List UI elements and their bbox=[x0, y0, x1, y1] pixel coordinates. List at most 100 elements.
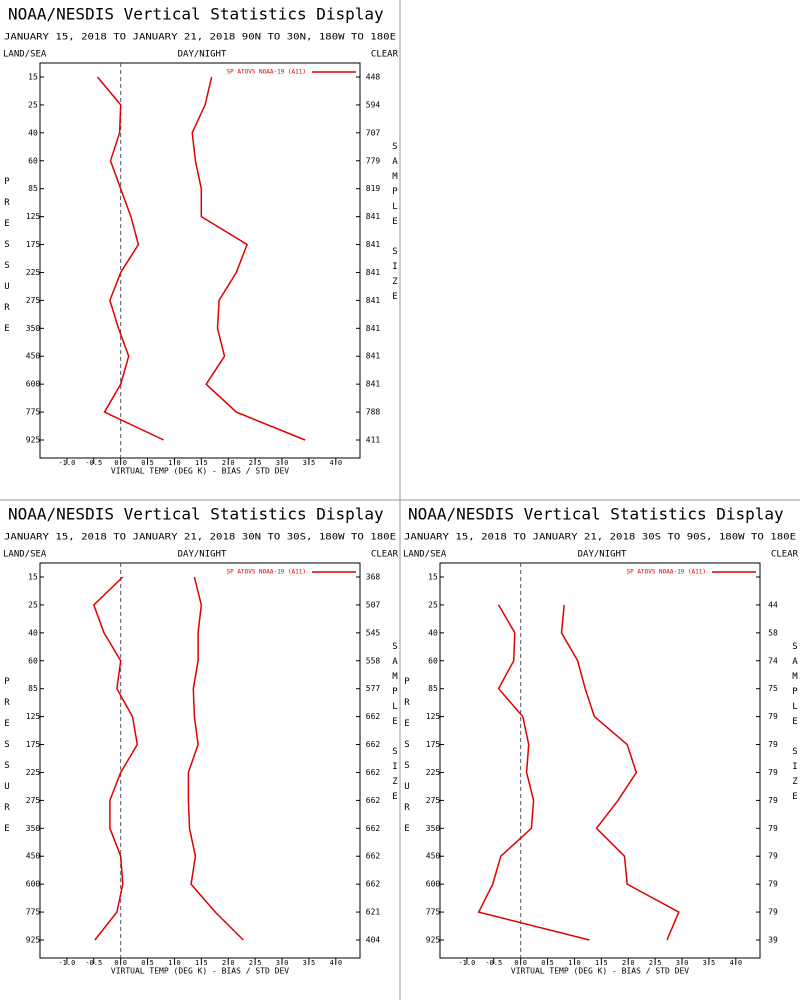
chart-title: NOAA/NESDIS Vertical Statistics Display bbox=[8, 5, 384, 24]
panel: NOAA/NESDIS Vertical Statistics Display J… bbox=[3, 5, 399, 476]
label: CLEAR bbox=[371, 550, 399, 560]
x-tick-label: 1.5 bbox=[195, 959, 208, 967]
y-tick-label: 85 bbox=[428, 684, 438, 693]
y-tick-label: 275 bbox=[426, 796, 441, 805]
y-tick-label: 450 bbox=[426, 852, 441, 861]
y-tick-label: 60 bbox=[28, 156, 38, 165]
x-tick-label: 1.0 bbox=[168, 459, 181, 467]
x-tick-label: 4.0 bbox=[729, 959, 742, 967]
y-tick-label: 450 bbox=[26, 352, 41, 361]
y-tick-label: 350 bbox=[26, 824, 41, 833]
sample-size: 79 bbox=[768, 908, 778, 917]
x-tick-label: 2.5 bbox=[249, 959, 262, 967]
sample-size: 58 bbox=[768, 628, 778, 637]
label: DAY/NIGHT bbox=[178, 50, 227, 60]
sample-size: 788 bbox=[366, 408, 381, 417]
sample-size: 819 bbox=[366, 184, 381, 193]
x-tick-label: 2.5 bbox=[249, 459, 262, 467]
sample-size: 779 bbox=[366, 156, 381, 165]
x-tick-label: 1.5 bbox=[595, 959, 608, 967]
sample-size: 841 bbox=[366, 268, 381, 277]
y-tick-label: 25 bbox=[28, 600, 38, 609]
bias-line bbox=[92, 576, 139, 941]
sample-size: 404 bbox=[366, 936, 381, 945]
label: CLEAR bbox=[771, 550, 799, 560]
x-tick-label: 0.0 bbox=[114, 459, 127, 467]
x-tick-label: 0.5 bbox=[141, 459, 154, 467]
y-tick-label: 275 bbox=[26, 296, 41, 305]
y-tick-label: 40 bbox=[428, 628, 438, 637]
sample-size: 368 bbox=[366, 573, 381, 582]
std-dev-line bbox=[560, 604, 680, 941]
sample-size: 662 bbox=[366, 740, 381, 749]
y-tick-label: 60 bbox=[428, 656, 438, 665]
label: DAY/NIGHT bbox=[178, 550, 227, 560]
y-tick-label: 25 bbox=[28, 100, 38, 109]
sample-size: 662 bbox=[366, 712, 381, 721]
sample-size: 79 bbox=[768, 712, 778, 721]
panel: NOAA/NESDIS Vertical Statistics Display J… bbox=[403, 505, 799, 976]
sample-size: 411 bbox=[366, 436, 381, 445]
x-tick-label: 0.5 bbox=[141, 959, 154, 967]
y-tick-label: 175 bbox=[26, 240, 41, 249]
x-tick-label: -1.0 bbox=[58, 959, 75, 967]
sample-size: 507 bbox=[366, 600, 381, 609]
y-tick-label: 350 bbox=[26, 324, 41, 333]
y-tick-label: 40 bbox=[28, 628, 38, 637]
x-tick-label: 3.0 bbox=[276, 459, 289, 467]
bias-line bbox=[477, 604, 590, 941]
plot-frame bbox=[39, 62, 361, 459]
x-tick-label: -1.0 bbox=[458, 959, 475, 967]
sample-size: 841 bbox=[366, 380, 381, 389]
sample-size: 841 bbox=[366, 324, 381, 333]
label: CLEAR bbox=[371, 50, 399, 60]
legend-label: SP ATOVS NOAA-19 (A11) bbox=[227, 569, 306, 576]
x-tick-label: 3.0 bbox=[676, 959, 689, 967]
sample-size: 841 bbox=[366, 212, 381, 221]
y-tick-label: 15 bbox=[428, 573, 438, 582]
sample-size: 662 bbox=[366, 796, 381, 805]
x-tick-label: 3.0 bbox=[276, 959, 289, 967]
label: LAND/SEA bbox=[3, 50, 47, 60]
sample-size: 79 bbox=[768, 796, 778, 805]
sample-size: 558 bbox=[366, 656, 381, 665]
label: LAND/SEA bbox=[403, 550, 447, 560]
x-tick-label: 0.5 bbox=[541, 959, 554, 967]
panel: NOAA/NESDIS Vertical Statistics Display J… bbox=[3, 505, 399, 976]
x-tick-label: 0.0 bbox=[514, 959, 527, 967]
x-tick-label: 3.5 bbox=[703, 959, 716, 967]
sample-size: 662 bbox=[366, 880, 381, 889]
x-axis-label: VIRTUAL TEMP (DEG K) - BIAS / STD DEV bbox=[511, 967, 689, 976]
y-tick-label: 125 bbox=[426, 712, 441, 721]
sample-size: 577 bbox=[366, 684, 381, 693]
sample-size: 545 bbox=[366, 628, 381, 637]
y-tick-label: 775 bbox=[26, 408, 41, 417]
y-tick-label: 925 bbox=[426, 936, 441, 945]
sample-size: 662 bbox=[366, 852, 381, 861]
y-tick-label: 450 bbox=[26, 852, 41, 861]
x-axis-label: VIRTUAL TEMP (DEG K) - BIAS / STD DEV bbox=[111, 967, 289, 976]
sample-size: 621 bbox=[366, 908, 381, 917]
sample-size: 662 bbox=[366, 768, 381, 777]
y-tick-label: 15 bbox=[28, 573, 38, 582]
label: DAY/NIGHT bbox=[578, 550, 627, 560]
y-tick-label: 600 bbox=[26, 880, 41, 889]
y-tick-label: 85 bbox=[28, 684, 38, 693]
chart-title: NOAA/NESDIS Vertical Statistics Display bbox=[8, 505, 384, 524]
sample-size: 841 bbox=[366, 240, 381, 249]
y-tick-label: 125 bbox=[26, 212, 41, 221]
sample-size: 707 bbox=[366, 128, 381, 137]
sample-size: 841 bbox=[366, 352, 381, 361]
x-tick-label: -1.0 bbox=[58, 459, 75, 467]
y-tick-label: 85 bbox=[28, 184, 38, 193]
y-tick-label: 225 bbox=[26, 768, 41, 777]
x-tick-label: 2.0 bbox=[222, 959, 235, 967]
